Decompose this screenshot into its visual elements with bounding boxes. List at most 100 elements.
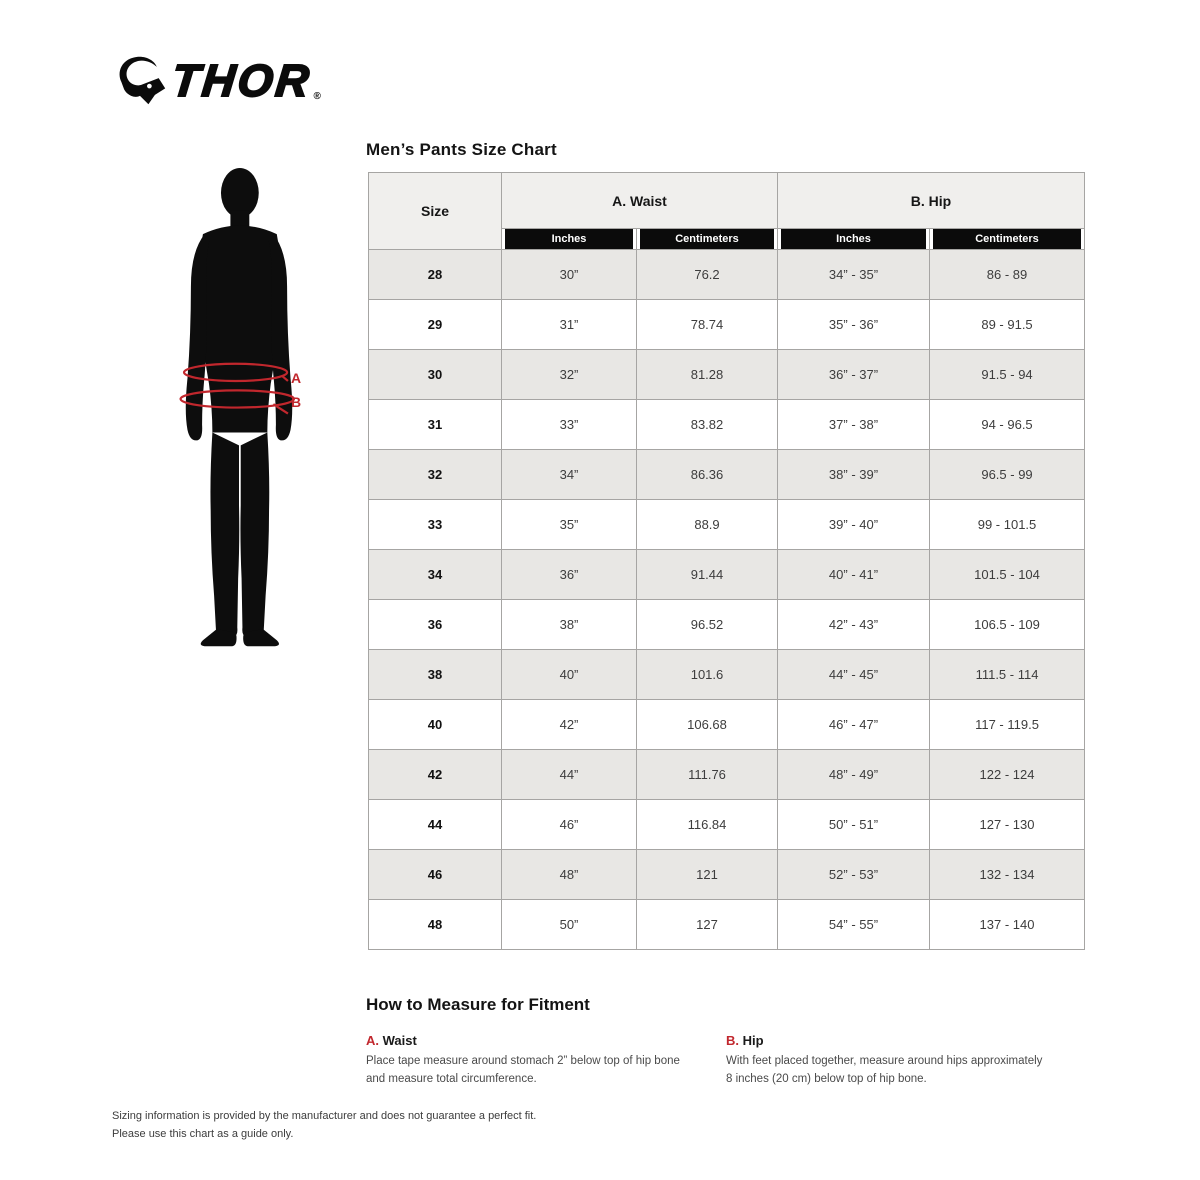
hip-instruction-text: With feet placed together, measure aroun… (726, 1055, 1043, 1085)
size-cell: 38 (368, 649, 502, 700)
hip-label-b: B (291, 394, 302, 410)
value-cell: 121 (636, 849, 778, 900)
disclaimer: Sizing information is provided by the ma… (112, 1108, 536, 1143)
thor-logo: THOR ® (112, 52, 321, 108)
value-cell: 127 - 130 (928, 799, 1086, 850)
value-cell: 86 - 89 (928, 249, 1086, 300)
value-cell: 127 (636, 899, 778, 950)
value-cell: 86.36 (636, 449, 778, 500)
table-unit-header-row: Inches Centimeters Inches Centimeters (369, 228, 1086, 250)
value-cell: 137 - 140 (928, 899, 1086, 950)
value-cell: 83.82 (636, 399, 778, 450)
value-cell: 33” (501, 399, 637, 450)
column-header-size: Size (368, 172, 502, 250)
value-cell: 46” (501, 799, 637, 850)
value-cell: 94 - 96.5 (928, 399, 1086, 450)
value-cell: 38” - 39” (777, 449, 930, 500)
male-silhouette (179, 168, 296, 647)
value-cell: 91.44 (636, 549, 778, 600)
value-cell: 101.5 - 104 (928, 549, 1086, 600)
hip-heading: Hip (739, 1033, 764, 1048)
registered-trademark: ® (313, 91, 321, 102)
column-group-waist: A. Waist (501, 172, 778, 229)
size-cell: 36 (368, 599, 502, 650)
how-to-measure-title: How to Measure for Fitment (366, 995, 590, 1014)
table-group-header-row: Size A. Waist B. Hip (368, 172, 1086, 250)
how-to-measure-section: How to Measure for Fitment A. Waist Plac… (366, 995, 1086, 1089)
value-cell: 76.2 (636, 249, 778, 300)
value-cell: 40” (501, 649, 637, 700)
value-cell: 101.6 (636, 649, 778, 700)
size-chart-table: Size A. Waist B. Hip Inches Centimeters … (368, 172, 1086, 950)
disclaimer-line-1: Sizing information is provided by the ma… (112, 1110, 537, 1122)
size-cell: 31 (368, 399, 502, 450)
waist-label-a: A (291, 370, 302, 386)
value-cell: 40” - 41” (777, 549, 930, 600)
value-cell: 50” (501, 899, 637, 950)
measurement-lines (179, 362, 296, 415)
value-cell: 42” (501, 699, 637, 750)
thor-goat-icon (119, 56, 166, 105)
size-cell: 34 (368, 549, 502, 600)
body-measurement-figure: A B (150, 162, 328, 660)
size-cell: 33 (368, 499, 502, 550)
table-row: 31 33” 83.82 37” - 38” 94 - 96.5 (368, 399, 1086, 450)
value-cell: 38” (501, 599, 637, 650)
unit-header-waist-centimeters: Centimeters (636, 228, 778, 250)
measure-instruction-hip: B. Hip With feet placed together, measur… (726, 1033, 1086, 1089)
value-cell: 34” (501, 449, 637, 500)
value-cell: 54” - 55” (777, 899, 930, 950)
value-cell: 31” (501, 299, 637, 350)
column-group-hip: B. Hip (776, 172, 1086, 229)
value-cell: 122 - 124 (928, 749, 1086, 800)
table-row: 40 42” 106.68 46” - 47” 117 - 119.5 (368, 699, 1086, 750)
value-cell: 106.5 - 109 (928, 599, 1086, 650)
table-row: 44 46” 116.84 50” - 51” 127 - 130 (368, 799, 1086, 850)
measure-instruction-waist: A. Waist Place tape measure around stoma… (366, 1033, 726, 1089)
table-row: 32 34” 86.36 38” - 39” 96.5 - 99 (368, 449, 1086, 500)
value-cell: 91.5 - 94 (928, 349, 1086, 400)
value-cell: 96.5 - 99 (928, 449, 1086, 500)
value-cell: 36” (501, 549, 637, 600)
waist-instruction-text: Place tape measure around stomach 2” bel… (366, 1055, 680, 1085)
value-cell: 132 - 134 (928, 849, 1086, 900)
unit-header-waist-inches: Inches (501, 228, 637, 250)
value-cell: 116.84 (636, 799, 778, 850)
size-cell: 28 (368, 249, 502, 300)
value-cell: 44” (501, 749, 637, 800)
value-cell: 88.9 (636, 499, 778, 550)
table-row: 33 35” 88.9 39” - 40” 99 - 101.5 (368, 499, 1086, 550)
table-row: 34 36” 91.44 40” - 41” 101.5 - 104 (368, 549, 1086, 600)
value-cell: 78.74 (636, 299, 778, 350)
value-cell: 42” - 43” (777, 599, 930, 650)
page-title: Men’s Pants Size Chart (366, 140, 557, 159)
value-cell: 106.68 (636, 699, 778, 750)
value-cell: 96.52 (636, 599, 778, 650)
value-cell: 35” (501, 499, 637, 550)
table-row: 38 40” 101.6 44” - 45” 111.5 - 114 (368, 649, 1086, 700)
value-cell: 111.5 - 114 (928, 649, 1086, 700)
table-row: 46 48” 121 52” - 53” 132 - 134 (368, 849, 1086, 900)
value-cell: 48” (501, 849, 637, 900)
value-cell: 99 - 101.5 (928, 499, 1086, 550)
value-cell: 39” - 40” (777, 499, 930, 550)
value-cell: 48” - 49” (777, 749, 930, 800)
value-cell: 50” - 51” (777, 799, 930, 850)
disclaimer-line-2: Please use this chart as a guide only. (112, 1127, 294, 1140)
size-cell: 46 (368, 849, 502, 900)
table-row: 48 50” 127 54” - 55” 137 - 140 (368, 899, 1086, 950)
unit-header-hip-centimeters: Centimeters (928, 228, 1086, 250)
size-cell: 42 (368, 749, 502, 800)
value-cell: 30” (501, 249, 637, 300)
value-cell: 34” - 35” (777, 249, 930, 300)
value-cell: 37” - 38” (777, 399, 930, 450)
size-cell: 48 (368, 899, 502, 950)
waist-letter: A. (366, 1033, 379, 1048)
table-row: 42 44” 111.76 48” - 49” 122 - 124 (368, 749, 1086, 800)
value-cell: 44” - 45” (777, 649, 930, 700)
value-cell: 117 - 119.5 (928, 699, 1086, 750)
table-row: 29 31” 78.74 35” - 36” 89 - 91.5 (368, 299, 1086, 350)
hip-letter: B. (726, 1033, 739, 1048)
table-row: 30 32” 81.28 36” - 37” 91.5 - 94 (368, 349, 1086, 400)
value-cell: 36” - 37” (777, 349, 930, 400)
